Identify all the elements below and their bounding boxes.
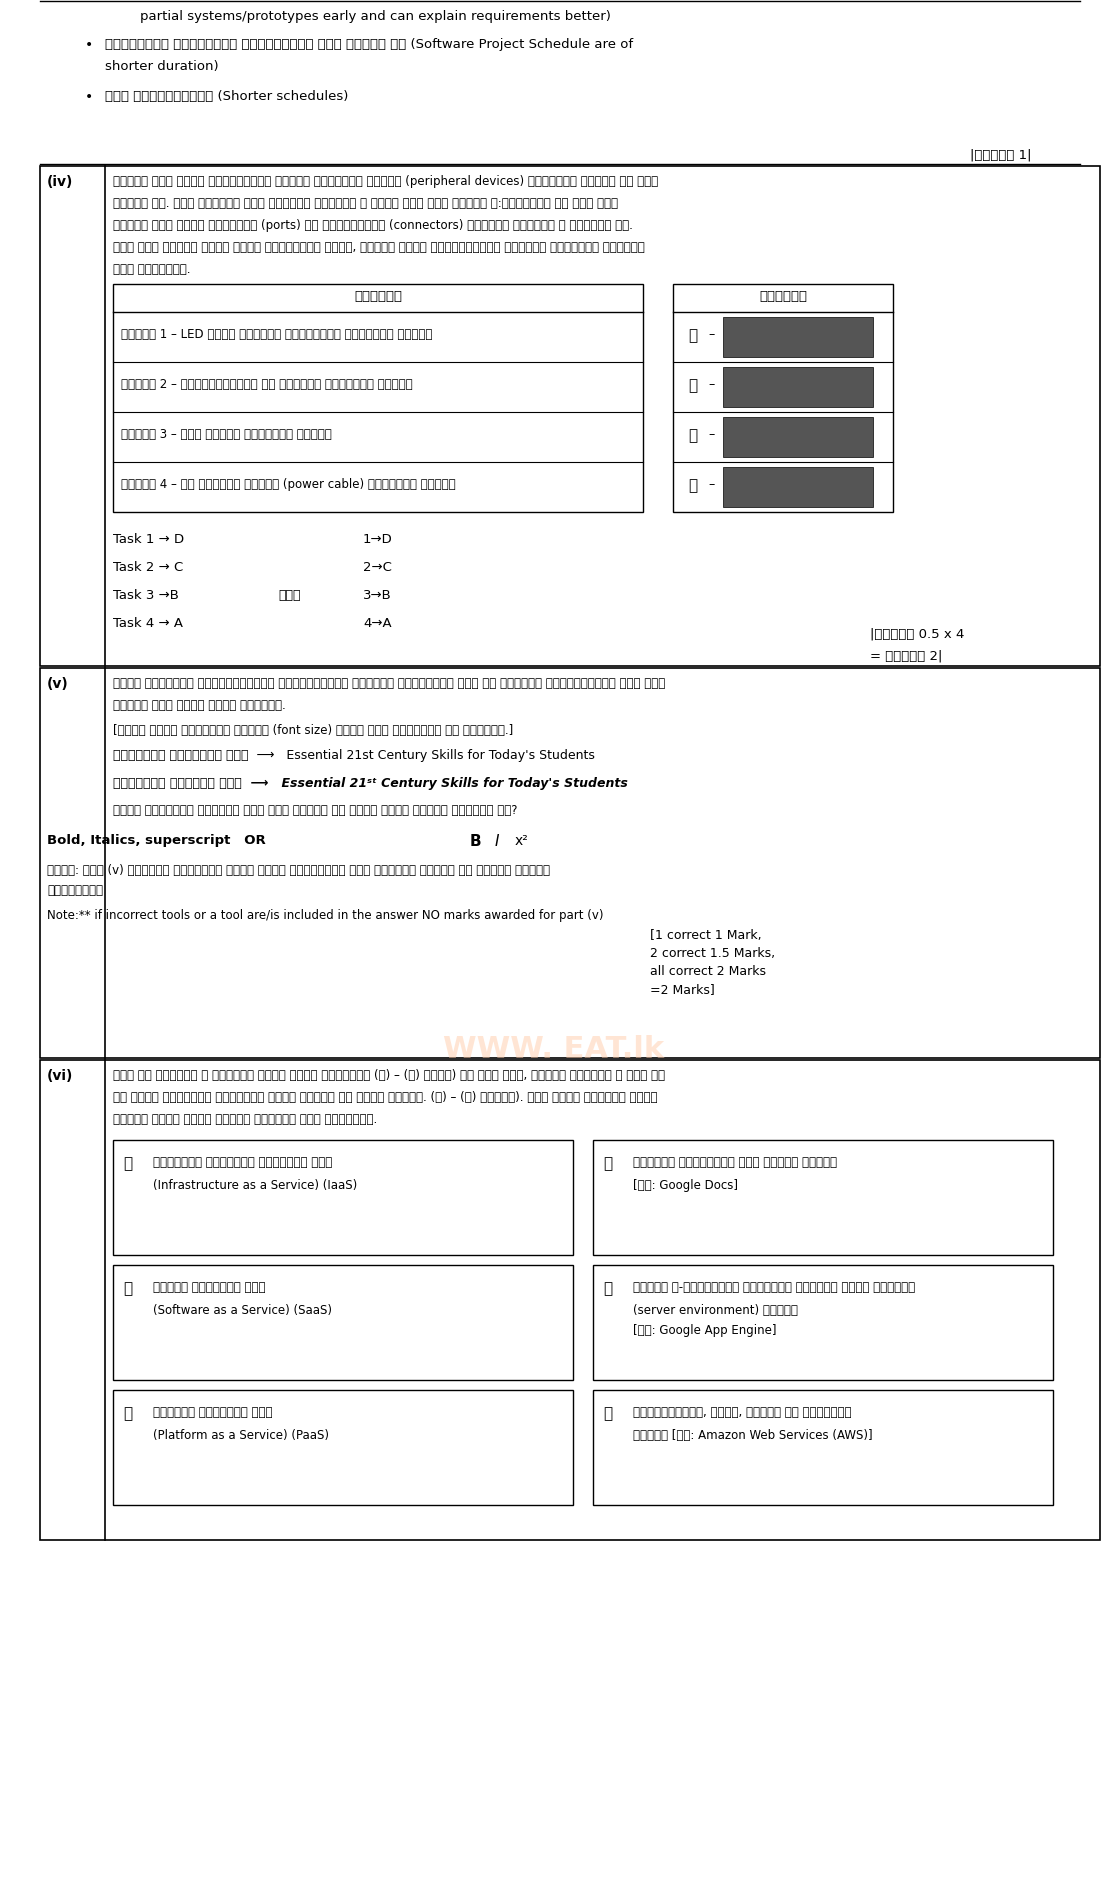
Text: කාර්ය 4 – බල සැරඵළ් ශ්‍ශශය (power cable) සම්බන්ධ කිරීම: කාර්ය 4 – බල සැරඵළ් ශ්‍ශශය (power cable)… [121,478,456,492]
Text: (server environment) සාපශේ: (server environment) සාපශේ [633,1304,797,1317]
Text: කාර්ය 1 – LED හිරය පද්ධති ඒකාබද්ධව සම්බන්ධ කිරීම: කාර්ය 1 – LED හිරය පද්ධති ඒකාබද්ධව සම්බන… [121,328,433,342]
Text: 2→C: 2→C [363,560,391,573]
Text: (v): (v) [47,678,69,691]
Text: කාර්යය: කාර්යය [354,290,401,304]
Text: I: I [495,833,499,848]
Bar [40,167,1100,666]
Text: හේන්‍මන් හාසිේමට හෙර  ⟶   Essential 21st Century Skills for Today's Students: හේන්‍මන් හාසිේමට හෙර ⟶ Essential 21st Ce… [113,748,594,761]
Text: =2 Marks]: =2 Marks] [650,983,714,995]
Text: Bold, Italics, superscript   OR: Bold, Italics, superscript OR [47,833,266,847]
Text: හාවිත කළූ ශූශු ශාකවෙනි (ports) හෝ සම්බන්දීක (connectors) මේළැවි හිරුරැ ළ පෙන්වා : හාවිත කළූ ශූශු ශාකවෙනි (ports) හෝ සම්බන්… [113,218,633,232]
Text: [දා: Google App Engine]: [දා: Google App Engine] [633,1323,776,1336]
Text: යාත්යාල පහසුකම් සේවාවක් ලේස: යාත්යාල පහසුකම් සේවාවක් ලේස [153,1156,333,1169]
Text: සටහන: මැම (v) කොටසේස පිලිවර් සදහා වරදි මැවලම්ක් හෝ් මැවලම් ආකුල් කර ආක්නම ලකුණු: සටහන: මැම (v) කොටසේස පිලිවර් සදහා වරදි ම… [47,864,550,877]
Text: Note:** if incorrect tools or a tool are/is included in the answer NO marks awar: Note:** if incorrect tools or a tool are… [47,909,603,922]
Text: ⒯: ⒯ [603,1156,612,1171]
Text: [දා: Google Docs]: [දා: Google Docs] [633,1179,737,1192]
Text: මිලදී ගත් ශ්‍මේ පරිඝණකයකට විවිධ පර්යන්ත උපාංග (peripheral devices) සම්බන්ධ කිරීම: මිලදී ගත් ශ්‍මේ පරිඝණකයකට විවිධ පර්යන්ත … [113,175,658,188]
Text: හෝ්: හෝ් [278,588,301,602]
Text: |ලකුණු 1|: |ලකුණු 1| [970,148,1031,161]
Text: B: B [470,833,481,848]
Text: •: • [85,89,93,104]
Text: 2 correct 1.5 Marks,: 2 correct 1.5 Marks, [650,947,775,960]
Text: එක් එක් කාර්ය සඳහා අදාළ කොළවේනිය හළූන, කාර්ය ළංකය ශ්‍යිදියෙන් ශාළෙපන කොළවේනි ලේඛ: එක් එක් කාර්ය සඳහා අදාළ කොළවේනිය හළූන, ක… [113,241,644,254]
Bar [723,317,873,359]
Text: Ⓐ: Ⓐ [123,1156,132,1171]
Text: වේදියා සේවාවක් ලේස: වේදියා සේවාවක් ලේස [153,1405,273,1418]
Text: Ⓒ: Ⓒ [688,427,698,442]
Text: ⒰: ⒰ [603,1281,612,1294]
Text: Ⓑ: Ⓑ [688,378,698,393]
Text: Ⓒ: Ⓒ [123,1405,132,1420]
Text: කන් කාර්යසටහන් (Shorter schedules): කන් කාර්යසටහන් (Shorter schedules) [105,89,348,102]
Text: ලිය දක්වන්න.: ලිය දක්වන්න. [113,262,191,275]
Bar [723,418,873,457]
Text: (Infrastructure as a Service) (IaaS): (Infrastructure as a Service) (IaaS) [153,1179,357,1192]
Text: ශොලෙවී: ශොලෙවී [759,290,807,304]
Bar [593,1266,1054,1380]
Bar [113,285,643,512]
Text: Task 1 → D: Task 1 → D [113,533,184,547]
Text: = ලකුණු 2|: = ලකුණු 2| [869,649,943,662]
Text: Ⓔ: Ⓔ [603,1405,612,1420]
Text: වදන් සැකසුළ් මෘදුකාංගයක් හාවිනශයෙන් හැදිලේ ශ්‍ශශලිමව ශෙර සහ හැදිලේ ශ්‍ශශලිමේෝ ශ: වදන් සැකසුළ් මෘදුකාංගයක් හාවිනශයෙන් හැදි… [113,678,665,689]
Text: හෛලාලේඉි: හෛලාලේඉි [47,884,103,896]
Text: Task 3 →B: Task 3 →B [113,588,179,602]
Text: WWW. EAT.lk: WWW. EAT.lk [444,1034,664,1065]
Text: ඍතයා හේන්‍මන් හාසිේම සරැ කරය අවශ්‍ය ළන වදන් සකසන මොලම ලේමන්ො දා?: ඍතයා හේන්‍මන් හාසිේම සරැ කරය අවශ්‍ය ළන ව… [113,803,518,816]
Bar [40,1061,1100,1539]
Bar [723,368,873,408]
Text: –: – [708,478,714,492]
Text: හේන්‍මන් හාසිේම හෙර  ⟶   Essential 21ˢᵗ Century Skills for Today's Students: හේන්‍මන් හාසිේම හෙර ⟶ Essential 21ˢᵗ Cen… [113,776,628,790]
Text: 1→D: 1→D [363,533,393,547]
Text: •: • [85,38,93,51]
Text: Ⓑ: Ⓑ [123,1281,132,1294]
Bar [593,1389,1054,1505]
Text: [1 correct 1 Mark,: [1 correct 1 Mark, [650,928,762,941]
Text: මොලම සේවාවක් ලේස: මොලම සේවාවක් ලේස [153,1281,265,1293]
Text: එ් වර්ක ශෝ්ය්ක් ල඼න්දේන සකුස හිසාර කර ආකුර කෙරේල. (⒯) – (Ⓔ) ලේපේල). මැම හිරු දකු: එ් වර්ක ශෝ්ය්ක් ල඼න්දේන සකුස හිසාර කර ආක… [113,1091,658,1103]
Text: හොලේන අදාල ළෛේන ළොලේන මැවින් ලිය දක්වන්න.: හොලේන අදාල ළෛේන ළොලේන මැවින් ලිය දක්වන්න… [113,1112,377,1126]
Bar [113,1266,573,1380]
Text: –: – [708,427,714,440]
Text: 3→B: 3→B [363,588,391,602]
Text: [මල්ම ඉාකය ඉෝෝකේය කිරිම (font size) වේන්‍ කර් හටාමිටි ඉි සලකන්න.]: [මල්ම ඉාකය ඉෝෝකේය කිරිම (font size) වේන… [113,723,513,736]
Text: all correct 2 Marks: all correct 2 Marks [650,964,766,977]
Text: සාපශේ [දා: Amazon Web Services (AWS)]: සාපශේ [දා: Amazon Web Services (AWS)] [633,1429,873,1441]
Bar [723,467,873,509]
Text: පශශ ළ් හිරුරැ ළ ළලකුණු ශූශැ සේවා හුහුන්ො (Ⓐ) – (හ) ලේපේ) දැ ඇති අනර, දකුණු හිරුර: පශශ ළ් හිරුරැ ළ ළලකුණු ශූශැ සේවා හුහුන්ො… [113,1069,665,1082]
Text: (vi): (vi) [47,1069,73,1082]
Bar [113,1141,573,1255]
Text: කාර්ය 3 – රාල ශ්‍ශශය සම්බන්ධ හිරීම: කාර්ය 3 – රාල ශ්‍ශශය සම්බන්ධ හිරීම [121,427,332,440]
Text: (Software as a Service) (SaaS): (Software as a Service) (SaaS) [153,1304,332,1317]
Text: ශෙශොා ඇති වාකය ඉෝෝ සලකන්න.: ශෙශොා ඇති වාකය ඉෝෝ සලකන්න. [113,698,286,712]
Bar [593,1141,1054,1255]
Text: පැවරී ඇත. පහත පෙන්වා ඇති කාර්යය හිරුරැ ළ සඳහා කළු ශූය කාර්ය ල:සිස්ශයන කර ඇති අනර: පැවරී ඇත. පහත පෙන්වා ඇති කාර්යය හිරුරැ ළ… [113,197,618,211]
Text: (iv): (iv) [47,175,73,190]
Bar [113,1389,573,1505]
Text: –: – [708,328,714,342]
Bar [40,668,1100,1059]
Text: partial systems/prototypes early and can explain requirements better): partial systems/prototypes early and can… [140,9,611,23]
Text: shorter duration): shorter duration) [105,61,218,72]
Text: වලකුලු පරිපාලනය කලා මොලම සගපසේ: වලකුලු පරිපාලනය කලා මොලම සගපසේ [633,1156,837,1169]
Text: මූල්කාංග ව්‍යාපාරි කාර්යසටහන කන් කාලින වේ (Software Project Schedule are of: මූල්කාංග ව්‍යාපාරි කාර්යසටහන කන් කාලින ව… [105,38,633,51]
Text: Task 4 → A: Task 4 → A [113,617,183,630]
Text: |ලකුණු 0.5 x 4: |ලකුණු 0.5 x 4 [869,626,965,640]
Text: Ⓐ: Ⓐ [688,328,698,344]
Text: –: – [708,378,714,391]
Text: Ⓓ: Ⓓ [688,478,698,493]
Text: x²: x² [515,833,529,848]
Text: (Platform as a Service) (PaaS): (Platform as a Service) (PaaS) [153,1429,329,1441]
Text: කාර්ය 2 – ශශූලූල්වරූල හා ශ්‍ශිශය සම්බන්ධ කිරීම: කාර්ය 2 – ශශූලූල්වරූල හා ශ්‍ශිශය සම්බන්ධ… [121,378,413,391]
Text: සේවායාක්සි, රුලු, අවශ්‍ය ළන පහසුකම්: සේවායාක්සි, රුලු, අවශ්‍ය ළන පහසුකම් [633,1405,852,1418]
Text: 4→A: 4→A [363,617,391,630]
Bar [673,285,893,512]
Text: මොලම ස-වර්ඞිතයස සලපාලනය අළවශ්‍ය සේවා පරිසරය: මොලම ස-වර්ඞිතයස සලපාලනය අළවශ්‍ය සේවා පර… [633,1281,915,1293]
Text: Task 2 → C: Task 2 → C [113,560,183,573]
